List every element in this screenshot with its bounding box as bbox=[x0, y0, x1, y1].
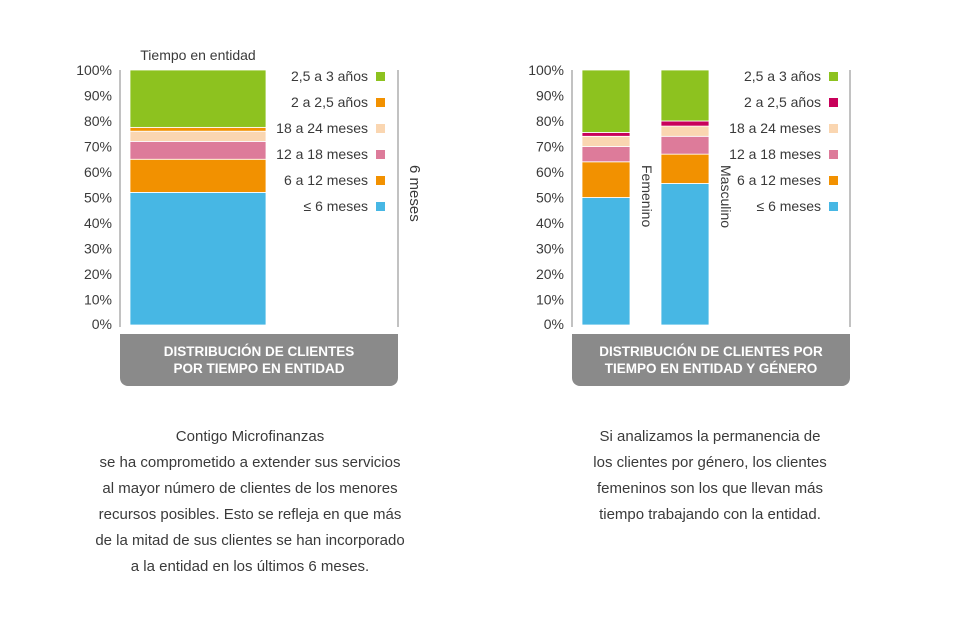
legend-label: 18 a 24 meses bbox=[276, 120, 368, 136]
legend-label: 2 a 2,5 años bbox=[744, 94, 821, 110]
paragraph-line: al mayor número de clientes de los menor… bbox=[102, 480, 398, 497]
paragraph-line: se ha comprometido a extender sus servic… bbox=[99, 454, 401, 471]
chart-title-gender: DISTRIBUCIÓN DE CLIENTES POR TIEMPO EN E… bbox=[572, 334, 850, 386]
side-label: 6 meses bbox=[406, 165, 423, 222]
y-tick-label: 60% bbox=[536, 164, 564, 180]
legend-swatch bbox=[829, 124, 838, 133]
legend-swatch bbox=[376, 150, 385, 159]
legend-swatch bbox=[829, 98, 838, 107]
bar-segment bbox=[660, 69, 710, 122]
y-tick-label: 90% bbox=[84, 88, 112, 104]
y-tick-label: 80% bbox=[536, 113, 564, 129]
legend-swatch bbox=[376, 202, 385, 211]
y-tick-label: 60% bbox=[84, 164, 112, 180]
legend-swatch bbox=[829, 72, 838, 81]
legend-label: ≤ 6 meses bbox=[757, 198, 821, 214]
legend-label: 18 a 24 meses bbox=[729, 120, 821, 136]
legend-label: ≤ 6 meses bbox=[304, 198, 368, 214]
y-tick-label: 20% bbox=[536, 266, 564, 282]
legend-swatch bbox=[829, 202, 838, 211]
paragraph-line: tiempo trabajando con la entidad. bbox=[599, 506, 821, 523]
legend-label: 6 a 12 meses bbox=[284, 172, 368, 188]
legend-swatch bbox=[376, 98, 385, 107]
y-tick-label: 30% bbox=[536, 241, 564, 257]
legend-label: 2,5 a 3 años bbox=[291, 68, 368, 84]
chart-title-time: DISTRIBUCIÓN DE CLIENTES POR TIEMPO EN E… bbox=[120, 334, 398, 386]
bar-segment bbox=[129, 191, 267, 326]
paragraph-line: recursos posibles. Esto se refleja en qu… bbox=[98, 506, 402, 523]
y-tick-label: 90% bbox=[536, 88, 564, 104]
y-tick-label: 10% bbox=[536, 292, 564, 308]
chart-title-line-2: TIEMPO EN ENTIDAD Y GÉNERO bbox=[604, 361, 818, 376]
legend-title: Tiempo en entidad bbox=[140, 47, 255, 63]
bar-segment bbox=[581, 146, 631, 163]
chart-time-in-entity: 0% 10% 20% 30% 40% 50% 60% 70% 80% 90% 100% 2,5 a 3… bbox=[76, 47, 423, 332]
y-tick-label: 70% bbox=[536, 139, 564, 155]
paragraph-line: Contigo Microfinanzas bbox=[175, 428, 325, 445]
bar-segment bbox=[129, 69, 267, 128]
y-tick-label: 70% bbox=[84, 139, 112, 155]
y-tick-label: 30% bbox=[84, 241, 112, 257]
bar-segment bbox=[129, 126, 267, 132]
bar-segment bbox=[660, 135, 710, 155]
legend-swatch bbox=[829, 150, 838, 159]
paragraph-right: Si analizamos la permanencia de los clie… bbox=[520, 424, 900, 528]
chart-time-by-gender: 0% 10% 20% 30% 40% 50% 60% 70% 80% 90% 100% Femenin… bbox=[528, 62, 851, 332]
legend-label: 2,5 a 3 años bbox=[744, 68, 821, 84]
legend-label: 12 a 18 meses bbox=[276, 146, 368, 162]
bar-segment bbox=[660, 120, 710, 127]
chart-title-line-1: DISTRIBUCIÓN DE CLIENTES POR bbox=[599, 344, 823, 359]
paragraph-line: Si analizamos la permanencia de bbox=[599, 428, 821, 445]
chart-title-line-2: POR TIEMPO EN ENTIDAD bbox=[173, 361, 345, 376]
y-tick-label: 80% bbox=[84, 113, 112, 129]
y-tick-label: 100% bbox=[528, 62, 564, 78]
bar-segment bbox=[129, 141, 267, 160]
y-tick-label: 40% bbox=[84, 215, 112, 231]
chart-panel-gender: 0% 10% 20% 30% 40% 50% 60% 70% 80% 90% 100% Femenin… bbox=[520, 40, 870, 400]
bar-segment bbox=[129, 130, 267, 142]
bar-segment bbox=[581, 132, 631, 137]
paragraph-line: a la entidad en los últimos 6 meses. bbox=[130, 558, 370, 575]
legend-swatch bbox=[376, 176, 385, 185]
paragraph-line: de la mitad de sus clientes se han incor… bbox=[95, 532, 405, 549]
legend-swatch bbox=[376, 72, 385, 81]
chart-title-line-1: DISTRIBUCIÓN DE CLIENTES bbox=[163, 344, 355, 359]
y-tick-label: 50% bbox=[84, 190, 112, 206]
y-tick-label: 10% bbox=[84, 292, 112, 308]
legend-swatch bbox=[829, 176, 838, 185]
legend-label: 2 a 2,5 años bbox=[291, 94, 368, 110]
paragraph-line: femeninos son los que llevan más bbox=[597, 480, 823, 497]
paragraph-left: Contigo Microfinanzas se ha comprometido… bbox=[55, 424, 445, 580]
chart-panel-time: 0% 10% 20% 30% 40% 50% 60% 70% 80% 90% 100% 2,5 a 3… bbox=[60, 40, 423, 400]
bar-segment bbox=[581, 69, 631, 133]
category-label: Masculino bbox=[718, 165, 734, 228]
bar-segment bbox=[660, 153, 710, 184]
legend-label: 12 a 18 meses bbox=[729, 146, 821, 162]
bar-segment bbox=[129, 158, 267, 193]
category-label: Femenino bbox=[639, 165, 655, 227]
bar-segment bbox=[581, 197, 631, 326]
y-tick-label: 20% bbox=[84, 266, 112, 282]
y-tick-label: 100% bbox=[76, 62, 112, 78]
bar-segment bbox=[581, 135, 631, 147]
bar-segment bbox=[660, 125, 710, 137]
y-tick-label: 50% bbox=[536, 190, 564, 206]
legend-label: 6 a 12 meses bbox=[737, 172, 821, 188]
y-tick-label: 0% bbox=[544, 316, 564, 332]
paragraph-line: los clientes por género, los clientes bbox=[593, 454, 827, 471]
bar-segment bbox=[660, 183, 710, 326]
y-tick-label: 0% bbox=[92, 316, 112, 332]
y-tick-label: 40% bbox=[536, 215, 564, 231]
bar-segment bbox=[581, 161, 631, 198]
legend-swatch bbox=[376, 124, 385, 133]
